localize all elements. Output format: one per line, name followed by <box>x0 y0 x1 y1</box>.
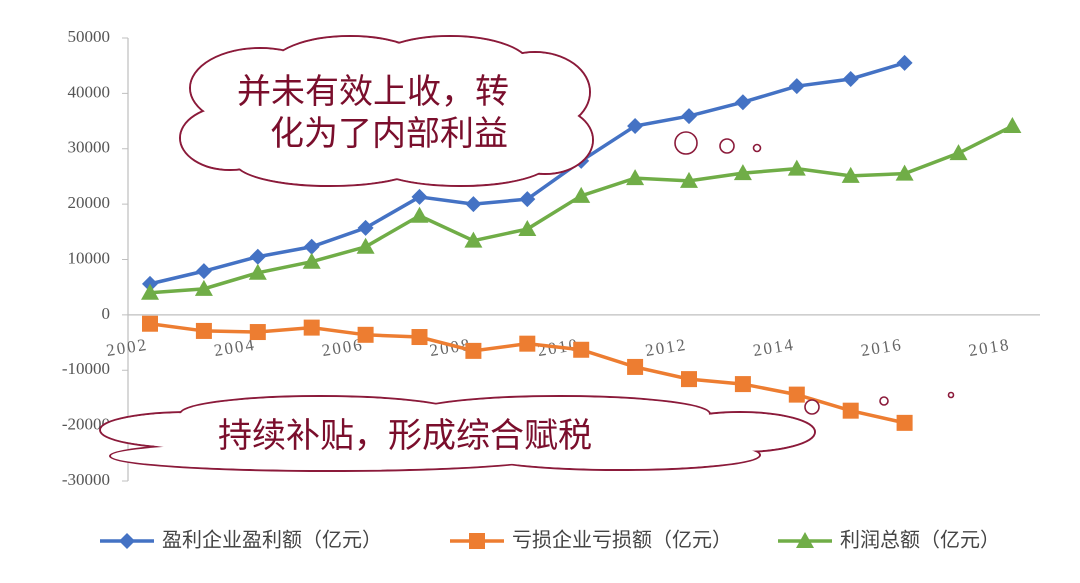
marker <box>572 186 591 203</box>
marker <box>357 326 374 343</box>
annotation: 化为了内部利益 <box>270 115 508 153</box>
marker <box>302 252 321 269</box>
marker <box>680 171 698 188</box>
marker <box>627 118 644 135</box>
y-tick-label: 30000 <box>68 138 111 157</box>
y-tick-label: -30000 <box>62 470 110 489</box>
marker <box>357 219 374 236</box>
marker <box>465 196 482 213</box>
y-tick-label: -10000 <box>62 359 110 378</box>
marker <box>142 315 158 332</box>
marker <box>464 231 483 248</box>
marker <box>411 329 428 346</box>
legend-item: 利润总额（亿元） <box>778 528 1000 551</box>
marker <box>518 220 537 237</box>
annotation: 并未有效上收，转 <box>237 73 509 111</box>
marker <box>573 341 590 358</box>
y-tick-label: 20000 <box>68 193 111 212</box>
legend-label: 亏损企业亏损额（亿元） <box>512 528 732 551</box>
marker <box>949 144 968 161</box>
y-tick-label: 10000 <box>68 248 111 267</box>
marker <box>303 319 320 336</box>
marker <box>734 94 751 111</box>
x-tick-label: 2002 <box>105 335 149 360</box>
y-tick-label: 40000 <box>68 82 111 101</box>
marker <box>141 283 159 300</box>
callout-cloud <box>99 391 955 472</box>
legend-marker <box>796 532 814 548</box>
y-tick-label: -20000 <box>62 415 110 434</box>
marker <box>681 371 697 388</box>
marker <box>195 322 212 339</box>
x-tick-label: 2012 <box>644 335 688 360</box>
marker <box>681 108 697 125</box>
marker <box>842 402 859 419</box>
legend-marker <box>119 533 135 549</box>
marker <box>787 159 806 176</box>
marker <box>788 386 805 403</box>
marker <box>356 237 375 254</box>
marker <box>842 70 859 87</box>
x-tick-label: 2016 <box>860 335 904 360</box>
marker <box>194 279 213 296</box>
marker <box>896 54 913 71</box>
annotation: 持续补贴，形成综合赋税 <box>218 417 592 455</box>
marker <box>841 166 860 183</box>
marker <box>896 414 913 431</box>
legend-label: 盈利企业盈利额（亿元） <box>162 528 382 551</box>
marker <box>733 164 752 181</box>
y-tick-label: 0 <box>102 304 111 323</box>
marker <box>195 263 212 280</box>
marker <box>788 78 805 95</box>
marker <box>249 324 266 341</box>
marker <box>248 263 267 280</box>
y-tick-label: 50000 <box>68 27 111 46</box>
callout-cloud <box>179 35 762 187</box>
marker <box>519 191 536 208</box>
marker <box>1003 117 1022 134</box>
plot-area: -30000 -20000 -10000 0 10000 20000 30000 40000 5… <box>62 27 1040 489</box>
x-tick-label: 2018 <box>967 335 1011 360</box>
legend-marker <box>469 533 485 549</box>
marker <box>411 188 428 205</box>
marker <box>519 335 536 352</box>
marker <box>465 342 482 359</box>
marker <box>627 358 644 375</box>
marker <box>895 164 914 181</box>
x-tick-label: 2014 <box>752 335 796 360</box>
legend-item: 亏损企业亏损额（亿元） <box>450 528 732 551</box>
marker <box>734 376 751 393</box>
marker <box>626 169 645 186</box>
marker <box>410 206 429 223</box>
marker <box>249 248 266 265</box>
marker <box>303 238 320 255</box>
legend-item: 盈利企业盈利额（亿元） <box>100 528 382 551</box>
legend-label: 利润总额（亿元） <box>840 528 1000 551</box>
